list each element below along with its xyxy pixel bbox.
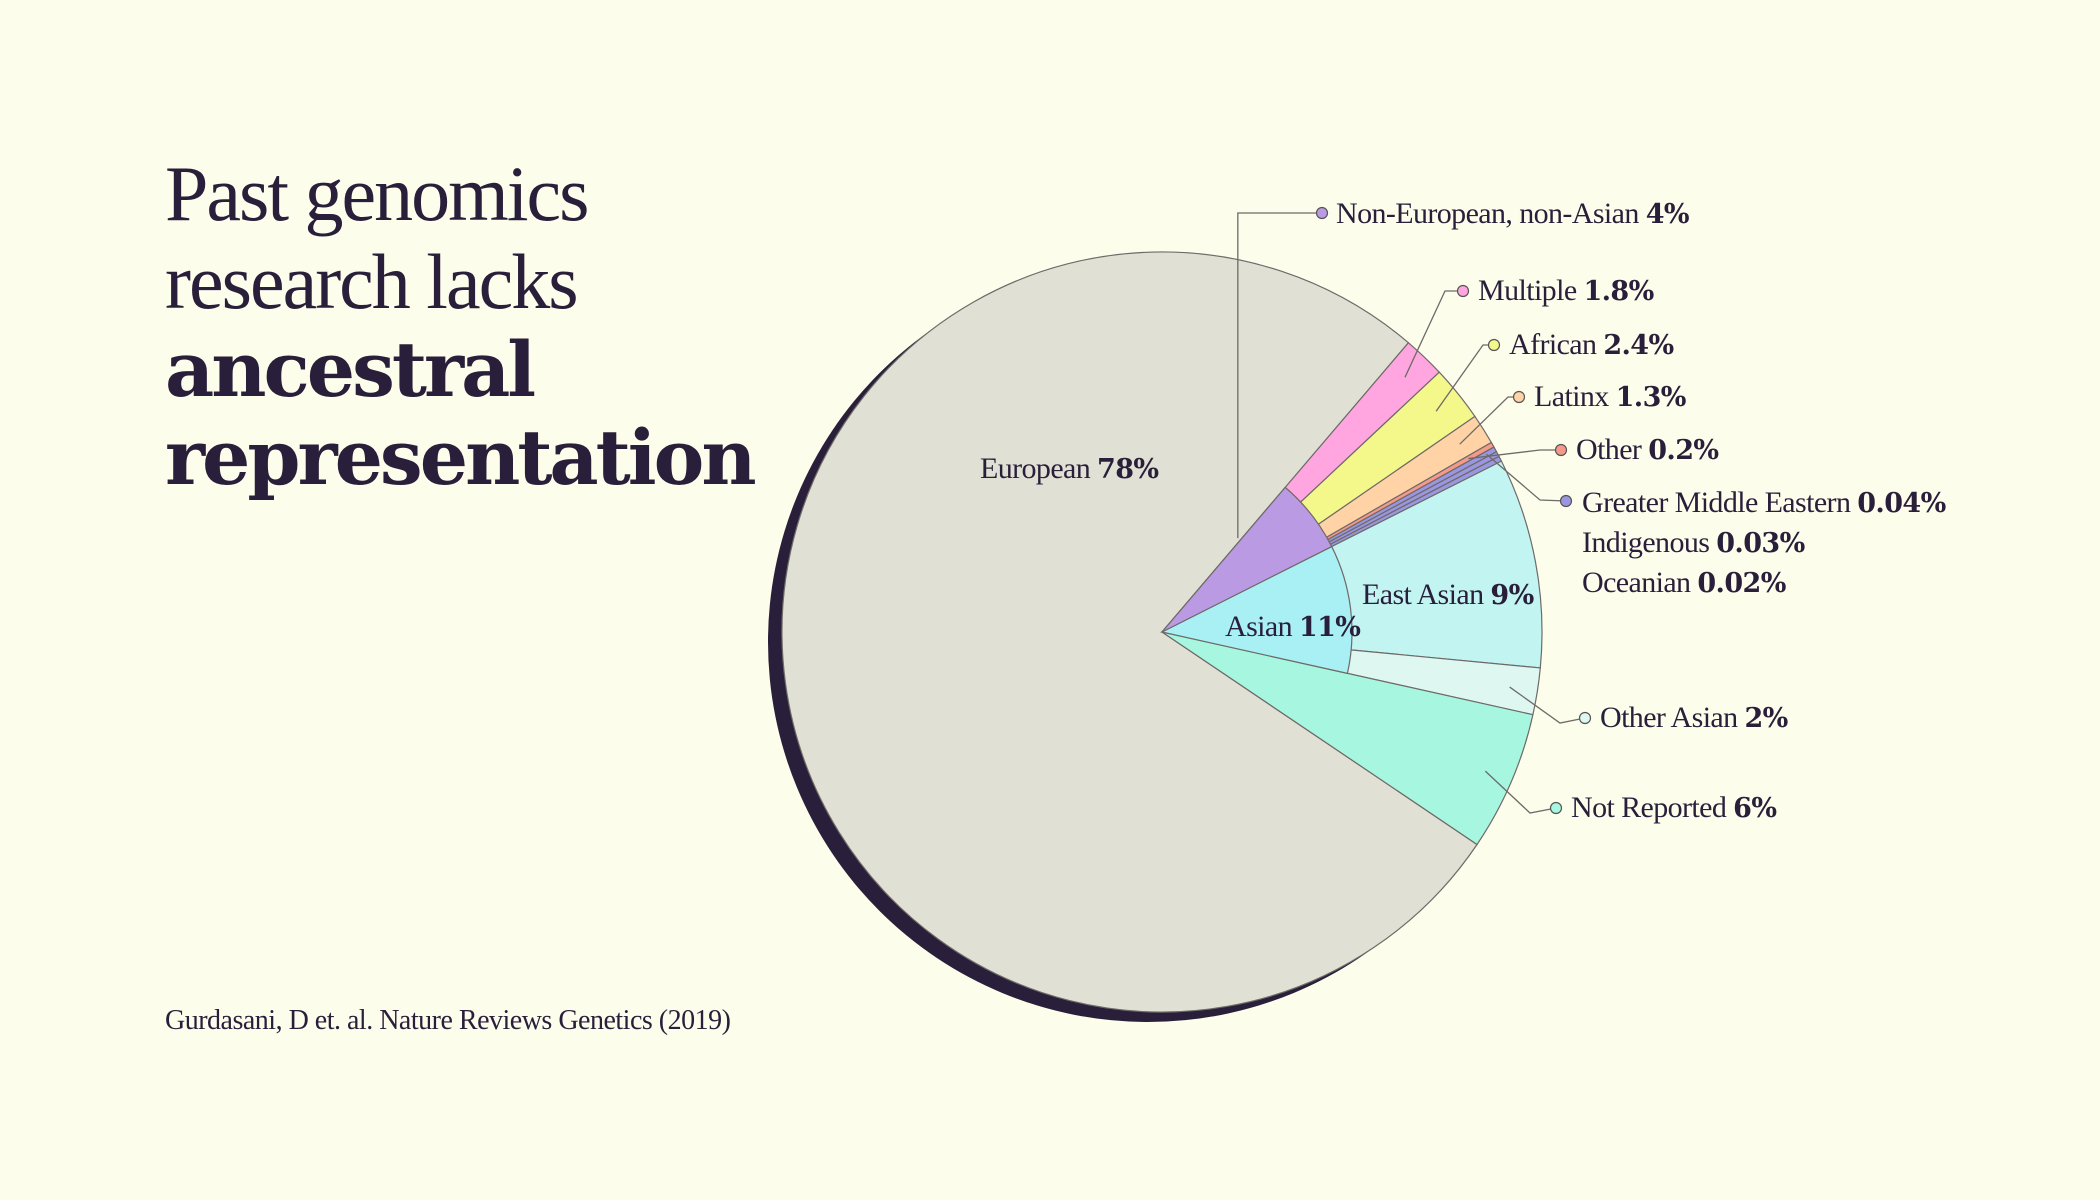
- dot-non-european-non-asian: [1315, 206, 1329, 220]
- slice-asian: [1160, 545, 1353, 675]
- slice-european: [781, 251, 1478, 1013]
- page-title: Past genomics research lacks ancestral r…: [165, 150, 785, 502]
- title-line-1: Past genomics: [165, 150, 589, 237]
- source-citation: Gurdasani, D et. al. Nature Reviews Gene…: [165, 1005, 731, 1036]
- dot-african: [1487, 338, 1501, 352]
- leader-other-asian: [1509, 686, 1586, 724]
- dot-not-reported: [1549, 801, 1563, 815]
- dot-multiple: [1456, 284, 1470, 298]
- dot-greater-middle-eastern: [1559, 494, 1573, 508]
- title-line-3: ancestral: [165, 325, 536, 414]
- label-european: European 78%: [980, 452, 1158, 485]
- leader-greater-middle-eastern: [1486, 453, 1567, 502]
- label-multiple: Multiple 1.8%: [1478, 274, 1654, 307]
- label-non-european-non-asian: Non-European, non-Asian 4%: [1336, 197, 1689, 230]
- label-indigenous: Indigenous 0.03%: [1582, 526, 1805, 559]
- title-line-4: representation: [165, 413, 757, 502]
- pie-slices: [768, 251, 1543, 1022]
- title-line-2: research lacks: [165, 238, 579, 325]
- dot-other: [1554, 443, 1568, 457]
- leader-non-european-non-asian: [1237, 212, 1322, 539]
- label-not-reported: Not Reported 6%: [1571, 791, 1776, 824]
- pie-labels: European 78% East Asian 9%Asian 11% Multip…: [980, 197, 1946, 824]
- leader-lines: [1237, 206, 1592, 815]
- slice-non-european-non-asian: [1161, 486, 1333, 633]
- leader-not-reported: [1484, 770, 1557, 814]
- label-latinx: Latinx 1.3%: [1534, 380, 1686, 413]
- label-other-asian: Other Asian 2%: [1600, 701, 1788, 734]
- label-greater-middle-eastern: Greater Middle Eastern 0.04%: [1582, 486, 1946, 519]
- label-african: African 2.4%: [1509, 328, 1674, 361]
- label-other: Other 0.2%: [1576, 433, 1718, 466]
- label-asian: Asian 11%: [1225, 610, 1360, 643]
- label-oceanian: Oceanian 0.02%: [1582, 566, 1786, 599]
- slice-not-reported: [1161, 631, 1534, 846]
- dot-other-asian: [1578, 711, 1592, 725]
- leader-other: [1468, 449, 1561, 460]
- dot-latinx: [1512, 390, 1526, 404]
- label-east-asian: East Asian 9%: [1362, 578, 1534, 611]
